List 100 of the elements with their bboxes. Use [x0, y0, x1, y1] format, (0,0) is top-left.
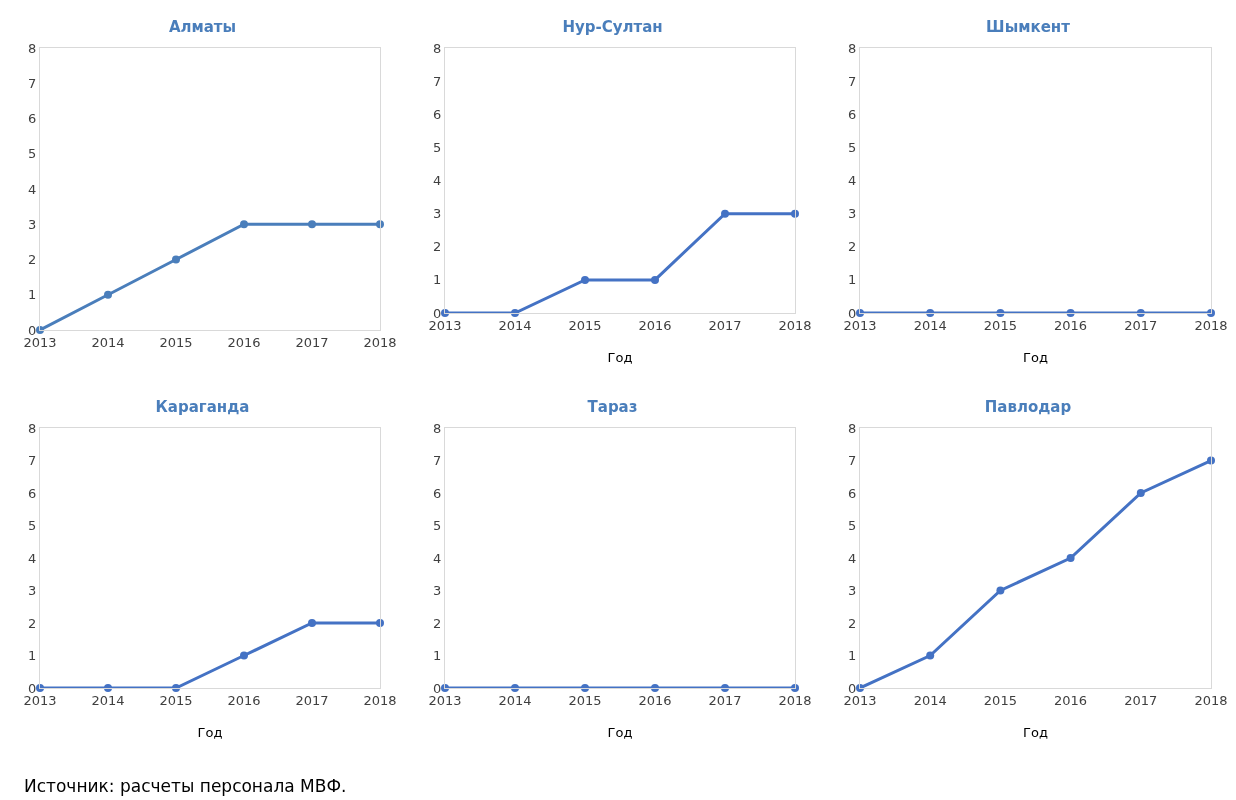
- point: [1136, 489, 1145, 497]
- y-tick-label: 8: [28, 420, 37, 436]
- y-tick-label: 2: [433, 239, 442, 255]
- point: [376, 220, 384, 229]
- point: [791, 209, 799, 218]
- point: [1207, 456, 1215, 465]
- point: [240, 220, 248, 229]
- y-tick-label: 8: [433, 420, 442, 436]
- y-tick-label: 3: [433, 583, 442, 599]
- y-tick-label: 3: [433, 206, 442, 222]
- point: [104, 290, 112, 299]
- y-tick-label: 2: [28, 252, 37, 268]
- x-tick-label: 2016: [638, 317, 672, 333]
- point: [308, 619, 316, 627]
- x-tick-label: 2018: [1194, 692, 1228, 708]
- x-tick-label: 2014: [913, 317, 947, 333]
- x-tick-label: 2017: [708, 317, 742, 333]
- x-tick-label: 2014: [498, 692, 532, 708]
- y-tick-label: 7: [28, 75, 37, 91]
- x-axis-title: Год: [607, 725, 633, 740]
- y-tick-label: 6: [28, 111, 37, 127]
- point: [996, 586, 1005, 595]
- x-tick-label: 2015: [983, 317, 1017, 333]
- x-tick-label: 2017: [1124, 692, 1158, 708]
- point: [1066, 554, 1075, 562]
- x-tick-label: 2016: [1054, 317, 1088, 333]
- x-tick-label: 2016: [227, 692, 261, 708]
- y-tick-label: 5: [28, 146, 37, 162]
- x-axis-title: Год: [197, 725, 223, 740]
- y-tick-label: 4: [28, 550, 37, 566]
- point: [308, 220, 316, 229]
- y-tick-label: 1: [848, 648, 857, 664]
- y-tick-label: 4: [848, 550, 857, 566]
- y-tick-label: 2: [28, 615, 37, 631]
- y-tick-label: 7: [28, 453, 37, 469]
- chart-title: Шымкент: [986, 18, 1071, 37]
- y-tick-label: 1: [433, 272, 442, 288]
- y-tick-label: 7: [433, 453, 442, 469]
- y-tick-label: 6: [28, 485, 37, 501]
- y-tick-label: 6: [433, 106, 442, 122]
- y-tick-label: 3: [28, 583, 37, 599]
- y-tick-label: 5: [28, 518, 37, 534]
- x-tick-label: 2016: [638, 692, 672, 708]
- chart-title: Караганда: [155, 398, 250, 417]
- x-tick-label: 2015: [983, 692, 1017, 708]
- x-axis-title: Год: [1023, 350, 1048, 365]
- y-tick-label: 3: [28, 216, 37, 232]
- x-tick-label: 2014: [913, 692, 947, 708]
- x-tick-label: 2017: [708, 692, 742, 708]
- y-tick-label: 2: [848, 615, 857, 631]
- y-tick-label: 3: [848, 583, 857, 599]
- x-tick-label: 2017: [295, 692, 329, 708]
- x-tick-label: 2018: [363, 334, 397, 350]
- x-tick-label: 2016: [227, 334, 261, 350]
- chart-title: Алматы: [168, 18, 237, 37]
- y-tick-label: 1: [28, 648, 37, 664]
- x-tick-label: 2017: [295, 334, 329, 350]
- x-tick-label: 2014: [91, 334, 125, 350]
- y-tick-label: 2: [433, 615, 442, 631]
- point: [172, 255, 180, 264]
- point: [651, 275, 659, 284]
- chart-title: Павлодар: [984, 398, 1072, 417]
- x-tick-label: 2014: [91, 692, 125, 708]
- text: Источник: расчеты персонала МВФ.: [24, 776, 347, 796]
- y-tick-label: 4: [433, 173, 442, 189]
- x-tick-label: 2018: [363, 692, 397, 708]
- x-tick-label: 2017: [1124, 317, 1158, 333]
- y-tick-label: 6: [848, 485, 857, 501]
- x-tick-label: 2016: [1054, 692, 1088, 708]
- y-tick-label: 8: [433, 40, 442, 56]
- y-tick-label: 4: [28, 181, 37, 197]
- x-tick-label: 2018: [1194, 317, 1228, 333]
- y-tick-label: 5: [433, 139, 442, 155]
- point: [581, 275, 589, 284]
- y-tick-label: 6: [433, 485, 442, 501]
- y-tick-label: 8: [848, 40, 857, 56]
- chart-title: Нур-Султан: [562, 18, 663, 37]
- chart-title: Тараз: [587, 398, 638, 417]
- point: [721, 209, 729, 218]
- point: [240, 651, 248, 660]
- y-tick-label: 6: [848, 106, 857, 122]
- y-tick-label: 1: [28, 287, 37, 303]
- x-tick-label: 2015: [568, 692, 602, 708]
- y-tick-label: 8: [28, 40, 37, 56]
- y-tick-label: 7: [848, 453, 857, 469]
- y-tick-label: 1: [433, 648, 442, 664]
- x-tick-label: 2015: [159, 692, 193, 708]
- y-tick-label: 3: [848, 206, 857, 222]
- x-tick-label: 2015: [159, 334, 193, 350]
- x-tick-label: 2018: [778, 317, 812, 333]
- y-tick-label: 2: [848, 239, 857, 255]
- x-axis-title: Год: [607, 350, 633, 365]
- y-tick-label: 8: [848, 420, 857, 436]
- y-tick-label: 1: [848, 272, 857, 288]
- y-tick-label: 5: [848, 139, 857, 155]
- y-tick-label: 7: [433, 73, 442, 89]
- x-tick-label: 2014: [498, 317, 532, 333]
- y-tick-label: 5: [848, 518, 857, 534]
- point: [926, 651, 935, 660]
- y-tick-label: 5: [433, 518, 442, 534]
